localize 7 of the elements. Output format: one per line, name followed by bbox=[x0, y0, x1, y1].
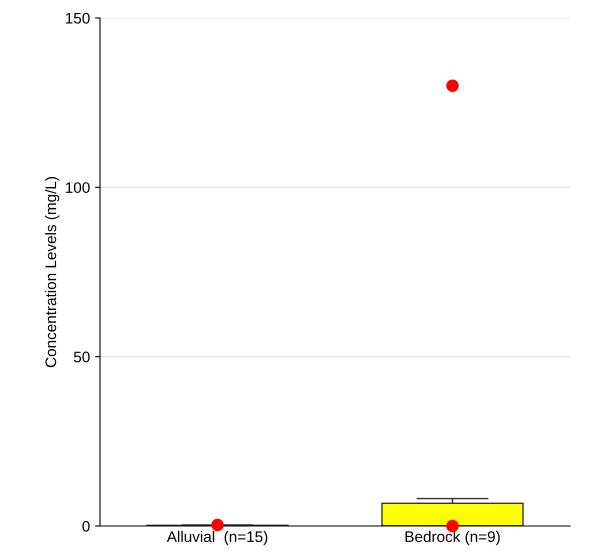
y-tick-label: 150 bbox=[66, 12, 90, 24]
y-tick-label: 50 bbox=[74, 352, 90, 362]
y-tick-label: 0 bbox=[82, 520, 90, 532]
x-tick-label: Bedrock (n=9) bbox=[406, 530, 500, 546]
x-tick-label: Alluvial (n=15) bbox=[166, 530, 268, 546]
y-axis-title: Concentration Levels (mg/L) bbox=[44, 176, 60, 368]
y-tick-label: 100 bbox=[66, 182, 90, 194]
